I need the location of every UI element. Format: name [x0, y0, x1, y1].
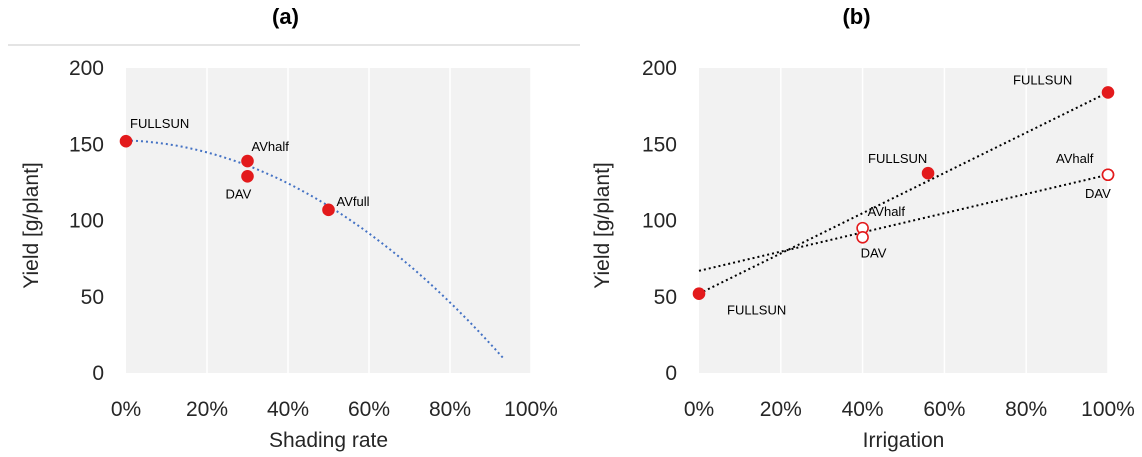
y-tick-label: 150 — [642, 133, 677, 156]
x-tick-label: 0% — [684, 398, 714, 421]
x-tick-label: 60% — [923, 398, 965, 421]
point-label: AVhalf — [252, 139, 290, 154]
data-point — [119, 134, 133, 148]
data-point — [241, 154, 254, 168]
x-tick-label: 40% — [842, 398, 884, 421]
data-point — [921, 166, 935, 180]
data-point — [1101, 168, 1115, 182]
point-label: DAV — [226, 186, 252, 201]
point-label: FULLSUN — [868, 151, 927, 166]
chart-panel-b: (b) 0 50 100 150 200 0% 20% 40% 60% 80% 100% Irriga… — [571, 0, 1142, 457]
x-tick-label: 60% — [348, 398, 390, 421]
chart-b: 0 50 100 150 200 0% 20% 40% 60% 80% 100% Irrigation… — [591, 57, 1135, 452]
x-tick-label: 20% — [760, 398, 802, 421]
point-label: FULLSUN — [1013, 72, 1072, 87]
trendline — [698, 173, 1109, 272]
point-label: DAV — [1085, 186, 1111, 201]
y-axis-label: Yield [g/plant] — [20, 162, 43, 288]
y-tick-label: 0 — [665, 362, 677, 385]
x-tick-label: 40% — [267, 398, 309, 421]
chart-panel-a: (a) 0 50 100 150 200 0% 20% 40% 60% 80% 100% Shadin… — [8, 4, 580, 452]
data-point — [322, 203, 335, 217]
point-label: DAV — [861, 245, 887, 260]
x-tick-label: 20% — [186, 398, 228, 421]
x-tick-label: 100% — [504, 398, 558, 421]
x-tick-label: 80% — [429, 398, 471, 421]
x-tick-label: 80% — [1005, 398, 1047, 421]
trendline — [698, 91, 1109, 295]
point-label: FULLSUN — [727, 303, 786, 318]
chart-title-b: (b) — [842, 4, 871, 29]
x-tick-label: 0% — [111, 398, 141, 421]
y-tick-label: 0 — [92, 362, 104, 385]
y-tick-label: 100 — [642, 210, 677, 233]
data-point — [1101, 86, 1115, 99]
point-label: AVfull — [337, 194, 370, 209]
y-tick-label: 100 — [69, 210, 104, 233]
y-tick-label: 50 — [654, 286, 677, 309]
point-label: AVhalf — [1056, 151, 1094, 166]
x-axis-label: Shading rate — [269, 429, 388, 452]
point-label: AVhalf — [868, 204, 906, 219]
chart-a: 0 50 100 150 200 0% 20% 40% 60% 80% 100% Shading ra… — [8, 44, 580, 452]
y-tick-label: 50 — [81, 286, 104, 309]
y-axis-label: Yield [g/plant] — [591, 162, 614, 288]
trendline — [125, 139, 504, 359]
x-axis-label: Irrigation — [863, 429, 945, 452]
y-tick-label: 200 — [69, 57, 104, 80]
data-point — [241, 169, 254, 183]
data-point — [856, 230, 869, 244]
data-point — [692, 287, 706, 301]
x-tick-label: 100% — [1081, 398, 1135, 421]
point-label: FULLSUN — [130, 116, 189, 131]
plot-area — [126, 68, 531, 373]
plot-area — [699, 68, 1108, 373]
y-tick-label: 200 — [642, 57, 677, 80]
chart-title-a: (a) — [272, 4, 299, 29]
y-tick-label: 150 — [69, 133, 104, 156]
